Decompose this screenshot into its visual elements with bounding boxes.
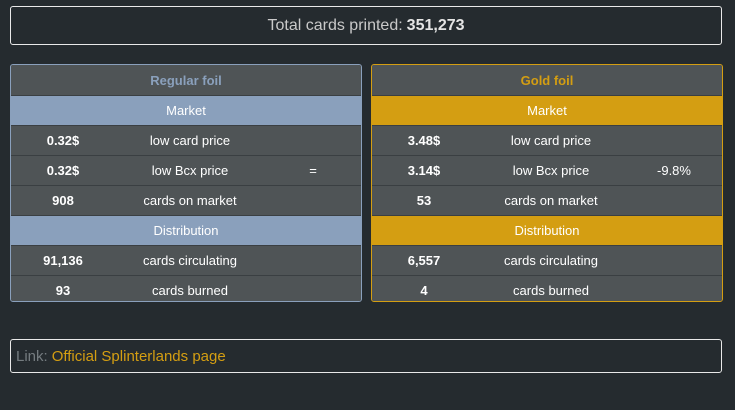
regular-cards-burned-row: 93 cards burned	[11, 275, 361, 301]
gold-low-bcx-price-row: 3.14$ low Bcx price -9.8%	[372, 155, 722, 185]
change: -9.8%	[657, 163, 691, 178]
regular-cards-on-market-row: 908 cards on market	[11, 185, 361, 215]
label: low Bcx price	[512, 163, 590, 178]
gold-cards-circulating-row: 6,557 cards circulating	[372, 245, 722, 275]
gold-foil-panel: Gold foil Market 3.48$ low card price 3.…	[371, 64, 723, 302]
total-label: Total cards printed:	[267, 16, 403, 34]
link-prefix: Link:	[16, 347, 48, 365]
regular-low-bcx-price-row: 0.32$ low Bcx price =	[11, 155, 361, 185]
gold-low-card-price-row: 3.48$ low card price	[372, 125, 722, 155]
gold-cards-on-market-row: 53 cards on market	[372, 185, 722, 215]
label: cards on market	[504, 193, 598, 208]
label: cards burned	[152, 283, 228, 298]
value: 4	[420, 283, 428, 298]
gold-foil-title: Gold foil	[372, 65, 722, 95]
value: 6,557	[407, 253, 441, 268]
label: low Bcx price	[151, 163, 229, 178]
label: cards circulating	[504, 253, 598, 268]
label: cards circulating	[143, 253, 237, 268]
regular-market-header: Market	[11, 95, 361, 125]
gold-market-header: Market	[372, 95, 722, 125]
value: 91,136	[43, 253, 83, 268]
link-box: Link: Official Splinterlands page	[10, 339, 722, 373]
regular-distribution-header: Distribution	[11, 215, 361, 245]
total-value: 351,273	[406, 16, 465, 34]
regular-foil-title: Regular foil	[11, 65, 361, 95]
label: low card price	[510, 133, 592, 148]
label: cards burned	[513, 283, 589, 298]
change: =	[309, 163, 317, 178]
gold-cards-burned-row: 4 cards burned	[372, 275, 722, 301]
value: 0.32$	[46, 133, 80, 148]
value: 93	[55, 283, 71, 298]
value: 3.14$	[407, 163, 441, 178]
value: 0.32$	[46, 163, 80, 178]
label: cards on market	[143, 193, 237, 208]
regular-low-card-price-row: 0.32$ low card price	[11, 125, 361, 155]
regular-cards-circulating-row: 91,136 cards circulating	[11, 245, 361, 275]
value: 908	[52, 193, 74, 208]
value: 3.48$	[407, 133, 441, 148]
official-splinterlands-link[interactable]: Official Splinterlands page	[51, 347, 226, 365]
value: 53	[416, 193, 432, 208]
total-cards-printed: Total cards printed: 351,273	[10, 6, 722, 45]
gold-distribution-header: Distribution	[372, 215, 722, 245]
regular-foil-panel: Regular foil Market 0.32$ low card price…	[10, 64, 362, 302]
label: low card price	[149, 133, 231, 148]
